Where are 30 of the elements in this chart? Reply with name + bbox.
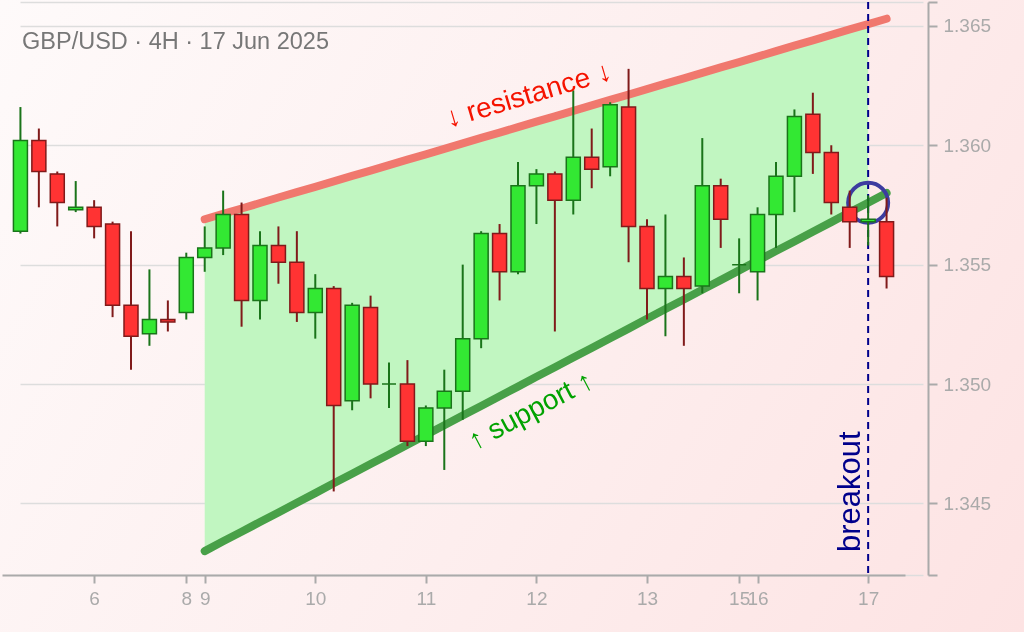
candlestick [86,199,102,240]
candlestick [583,127,600,190]
candlestick [528,168,545,226]
x-tick-label: 11 [416,587,437,609]
x-tick-label: 8 [181,587,193,609]
candlestick [436,368,453,471]
candlestick [731,237,747,295]
ref-line-label: breakout [832,431,868,553]
candlestick [657,213,674,338]
y-tick-label: 1.355 [943,254,992,276]
candlestick [307,273,324,340]
x-tick-label: 9 [199,587,211,609]
x-tick-label: 15 [729,587,751,609]
x-tick-label: 13 [636,587,659,609]
candlestick [196,225,213,273]
x-tick-label: 17 [858,587,880,609]
x-tick-label: 12 [526,587,548,609]
candlestick [676,256,692,347]
candlestick [141,268,158,347]
y-tick-label: 1.350 [943,373,992,395]
x-tick-label: 6 [89,587,100,609]
candlestick [381,361,397,409]
candlestick [270,225,287,285]
text: GBP/USD · 4H · 17 Jun 2025 [22,27,329,54]
x-tick-label: 10 [305,587,327,609]
y-tick-label: 1.360 [943,134,992,156]
y-tick-label: 1.365 [943,15,992,37]
candlestick [160,299,176,333]
y-tick-label: 1.345 [943,492,992,514]
candlestick [841,189,858,249]
